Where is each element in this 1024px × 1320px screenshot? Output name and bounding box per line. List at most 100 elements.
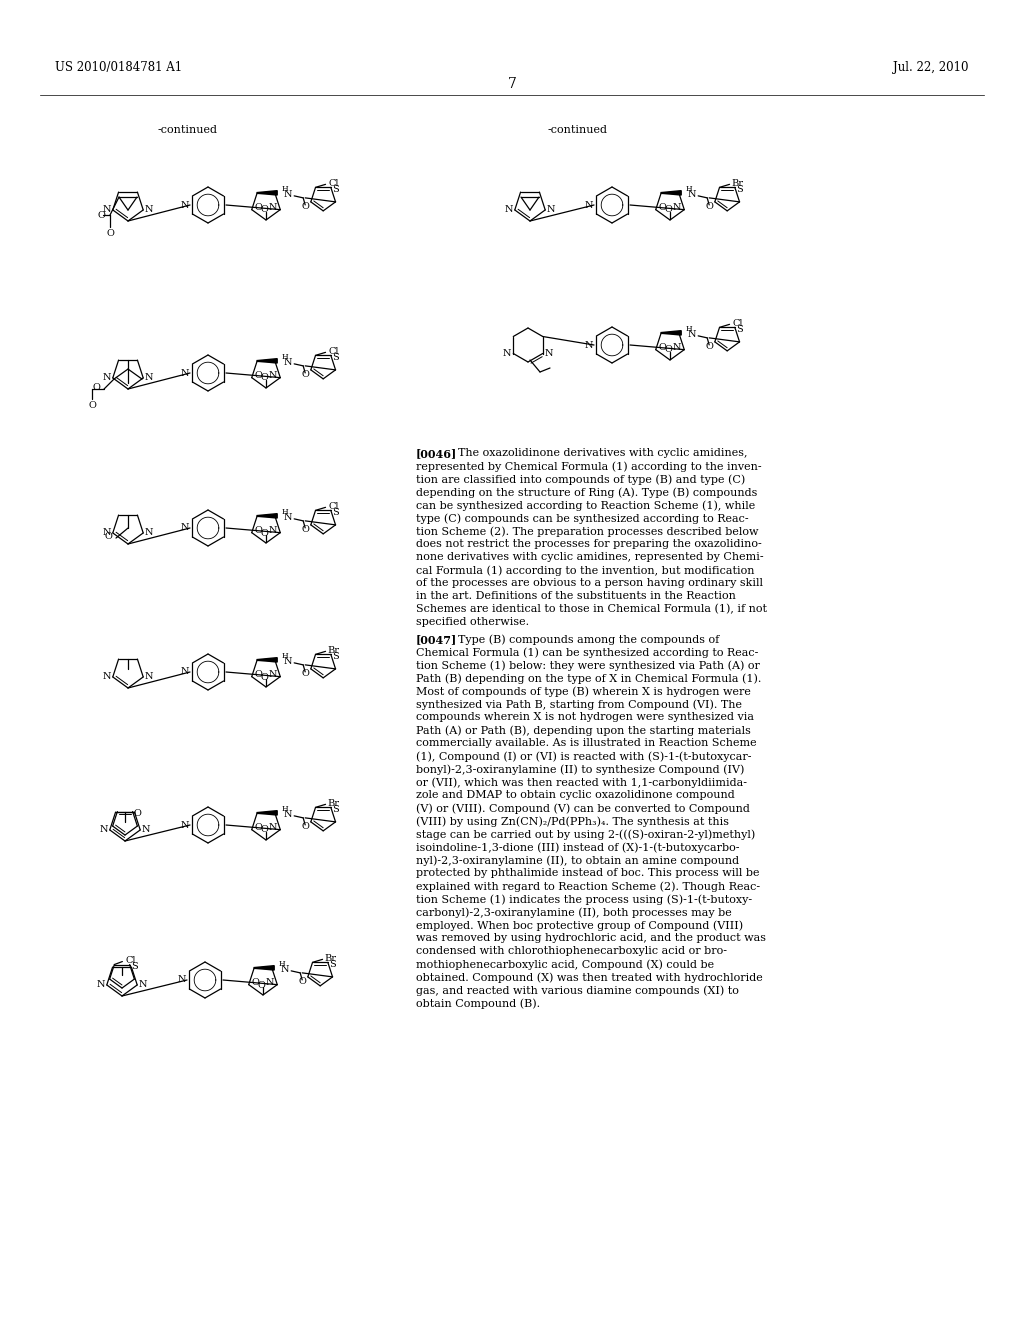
Text: explained with regard to Reaction Scheme (2). Though Reac-: explained with regard to Reaction Scheme… [416, 880, 760, 891]
Text: N: N [181, 821, 189, 829]
Polygon shape [257, 513, 278, 517]
Text: N: N [503, 348, 512, 358]
Text: O: O [260, 206, 268, 214]
Text: O: O [664, 206, 672, 214]
Text: Jul. 22, 2010: Jul. 22, 2010 [894, 62, 969, 74]
Text: O: O [260, 374, 268, 383]
Text: O: O [301, 525, 309, 535]
Text: H: H [282, 652, 289, 660]
Text: O: O [92, 383, 100, 392]
Text: N: N [145, 374, 154, 383]
Text: O: O [255, 371, 263, 380]
Text: (V) or (VIII). Compound (V) can be converted to Compound: (V) or (VIII). Compound (V) can be conve… [416, 803, 750, 813]
Polygon shape [662, 331, 681, 335]
Text: Br: Br [731, 178, 743, 187]
Text: represented by Chemical Formula (1) according to the inven-: represented by Chemical Formula (1) acco… [416, 461, 762, 471]
Text: carbonyl)-2,3-oxiranylamine (II), both processes may be: carbonyl)-2,3-oxiranylamine (II), both p… [416, 907, 732, 917]
Text: tion are classified into compounds of type (B) and type (C): tion are classified into compounds of ty… [416, 474, 745, 484]
Text: US 2010/0184781 A1: US 2010/0184781 A1 [55, 62, 182, 74]
Text: S: S [333, 352, 339, 362]
Text: Cl: Cl [329, 178, 339, 187]
Text: N: N [269, 824, 278, 832]
Text: N: N [139, 981, 147, 990]
Text: O: O [706, 202, 713, 211]
Text: N: N [99, 825, 109, 834]
Text: N: N [102, 374, 111, 383]
Text: N: N [673, 343, 682, 352]
Text: compounds wherein X is not hydrogen were synthesized via: compounds wherein X is not hydrogen were… [416, 711, 754, 722]
Text: S: S [131, 962, 138, 972]
Text: S: S [736, 185, 743, 194]
Text: N: N [269, 671, 278, 678]
Text: O: O [106, 228, 114, 238]
Text: N: N [284, 358, 293, 367]
Text: was removed by using hydrochloric acid, and the product was: was removed by using hydrochloric acid, … [416, 933, 766, 942]
Text: H: H [282, 352, 289, 360]
Polygon shape [662, 190, 681, 195]
Text: S: S [330, 960, 336, 969]
Text: S: S [736, 325, 743, 334]
Text: tion Scheme (1) below: they were synthesized via Path (A) or: tion Scheme (1) below: they were synthes… [416, 660, 760, 671]
Text: O: O [301, 202, 309, 211]
Text: Schemes are identical to those in Chemical Formula (1), if not: Schemes are identical to those in Chemic… [416, 605, 767, 614]
Text: -continued: -continued [548, 125, 608, 135]
Text: O: O [301, 669, 309, 678]
Text: commercially available. As is illustrated in Reaction Scheme: commercially available. As is illustrate… [416, 738, 757, 748]
Text: O: O [255, 203, 263, 213]
Text: of the processes are obvious to a person having ordinary skill: of the processes are obvious to a person… [416, 578, 763, 587]
Text: Cl: Cl [732, 319, 742, 327]
Text: N: N [145, 528, 154, 537]
Text: S: S [333, 508, 339, 517]
Text: N: N [269, 203, 278, 213]
Text: employed. When boc protective group of Compound (VIII): employed. When boc protective group of C… [416, 920, 743, 931]
Text: stage can be carried out by using 2-(((S)-oxiran-2-yl)methyl): stage can be carried out by using 2-(((S… [416, 829, 756, 840]
Text: N: N [688, 190, 696, 199]
Text: [0047]: [0047] [416, 634, 458, 645]
Text: O: O [658, 343, 667, 352]
Text: Br: Br [328, 799, 340, 808]
Text: isoindoline-1,3-dione (III) instead of (X)-1-(t-butoxycarbo-: isoindoline-1,3-dione (III) instead of (… [416, 842, 739, 853]
Polygon shape [257, 190, 278, 195]
Text: H: H [282, 508, 289, 516]
Text: Path (A) or Path (B), depending upon the starting materials: Path (A) or Path (B), depending upon the… [416, 725, 751, 735]
Text: protected by phthalimide instead of boc. This process will be: protected by phthalimide instead of boc.… [416, 869, 760, 878]
Text: bonyl)-2,3-oxiranylamine (II) to synthesize Compound (IV): bonyl)-2,3-oxiranylamine (II) to synthes… [416, 764, 744, 775]
Text: S: S [333, 185, 339, 194]
Text: O: O [252, 978, 260, 987]
Text: (VIII) by using Zn(CN)₂/Pd(PPh₃)₄. The synthesis at this: (VIII) by using Zn(CN)₂/Pd(PPh₃)₄. The s… [416, 816, 729, 826]
Text: N: N [545, 348, 553, 358]
Text: N: N [145, 672, 154, 681]
Polygon shape [257, 810, 278, 814]
Text: O: O [104, 532, 112, 541]
Text: O: O [257, 981, 265, 990]
Text: O: O [664, 346, 672, 355]
Text: N: N [102, 672, 111, 681]
Text: synthesized via Path B, starting from Compound (VI). The: synthesized via Path B, starting from Co… [416, 700, 742, 710]
Text: O: O [255, 671, 263, 678]
Text: O: O [134, 809, 141, 818]
Text: H: H [282, 185, 289, 193]
Text: tion Scheme (1) indicates the process using (S)-1-(t-butoxy-: tion Scheme (1) indicates the process us… [416, 894, 752, 904]
Text: H: H [686, 185, 692, 193]
Text: does not restrict the processes for preparing the oxazolidino-: does not restrict the processes for prep… [416, 539, 762, 549]
Text: N: N [266, 978, 274, 987]
Text: depending on the structure of Ring (A). Type (B) compounds: depending on the structure of Ring (A). … [416, 487, 758, 498]
Text: N: N [284, 657, 293, 667]
Text: N: N [181, 368, 189, 378]
Polygon shape [257, 359, 278, 363]
Text: N: N [181, 668, 189, 676]
Text: N: N [284, 190, 293, 199]
Text: N: N [178, 975, 186, 985]
Text: Br: Br [325, 954, 337, 962]
Text: O: O [255, 527, 263, 535]
Text: nyl)-2,3-oxiranylamine (II), to obtain an amine compound: nyl)-2,3-oxiranylamine (II), to obtain a… [416, 855, 739, 866]
Text: N: N [96, 981, 105, 990]
Text: N: N [181, 524, 189, 532]
Polygon shape [254, 966, 274, 970]
Text: O: O [301, 371, 309, 379]
Text: N: N [547, 206, 555, 214]
Text: H: H [282, 805, 289, 813]
Text: N: N [269, 371, 278, 380]
Text: N: N [102, 528, 111, 537]
Text: Cl: Cl [329, 347, 339, 356]
